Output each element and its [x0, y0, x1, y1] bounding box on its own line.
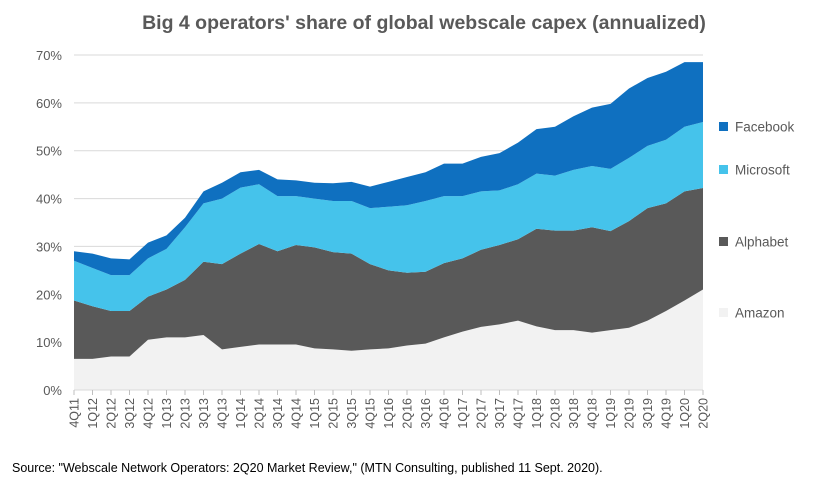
- x-tick-label: 2Q17: [475, 398, 489, 429]
- x-tick-label: 4Q18: [586, 398, 600, 429]
- x-tick-label: 2Q12: [105, 398, 119, 429]
- area-amazon: [74, 289, 703, 390]
- y-tick-label: 60%: [36, 96, 62, 111]
- source-note: Source: "Webscale Network Operators: 2Q2…: [12, 461, 603, 475]
- x-tick-label: 3Q19: [641, 398, 655, 429]
- x-tick-label: 4Q16: [438, 398, 452, 429]
- x-tick-label: 4Q19: [660, 398, 674, 429]
- x-tick-label: 2Q16: [401, 398, 415, 429]
- legend-label-amazon: Amazon: [735, 306, 785, 321]
- x-tick-label: 1Q16: [382, 398, 396, 429]
- area-facebook: [74, 62, 703, 276]
- x-tick-label: 4Q14: [290, 398, 304, 429]
- x-tick-label: 1Q20: [678, 398, 692, 429]
- x-tick-label: 2Q18: [549, 398, 563, 429]
- x-tick-label: 2Q19: [623, 398, 637, 429]
- x-tick-label: 2Q20: [697, 398, 711, 429]
- legend-swatch-microsoft: [719, 165, 728, 174]
- y-tick-label: 10%: [36, 335, 62, 350]
- x-tick-label: 4Q12: [142, 398, 156, 429]
- x-tick-label: 1Q14: [234, 398, 248, 429]
- x-tick-label: 1Q18: [530, 398, 544, 429]
- x-tick-label: 3Q17: [493, 398, 507, 429]
- area-microsoft: [74, 122, 703, 312]
- x-tick-label: 4Q17: [512, 398, 526, 429]
- legend-label-alphabet: Alphabet: [735, 235, 789, 250]
- x-tick-label: 4Q11: [68, 398, 82, 428]
- area-alphabet: [74, 188, 703, 359]
- x-tick-label: 4Q15: [364, 398, 378, 429]
- x-tick-label: 3Q13: [197, 398, 211, 429]
- x-tick-label: 4Q13: [216, 398, 230, 429]
- x-tick-label: 3Q14: [271, 398, 285, 429]
- y-tick-label: 50%: [36, 144, 62, 159]
- legend-label-microsoft: Microsoft: [735, 163, 790, 178]
- x-tick-label: 1Q19: [604, 398, 618, 429]
- x-tick-label: 2Q13: [179, 398, 193, 429]
- x-tick-label: 1Q12: [86, 398, 100, 429]
- x-tick-label: 3Q12: [123, 398, 137, 429]
- x-tick-label: 3Q16: [419, 398, 433, 429]
- x-tick-label: 1Q17: [456, 398, 470, 429]
- chart-title: Big 4 operators' share of global webscal…: [142, 12, 706, 34]
- x-tick-label: 1Q13: [160, 398, 174, 429]
- y-tick-label: 40%: [36, 192, 62, 207]
- y-tick-label: 0%: [43, 383, 62, 398]
- legend-swatch-alphabet: [719, 237, 728, 246]
- legend-swatch-facebook: [719, 122, 728, 131]
- x-tick-label: 2Q15: [327, 398, 341, 429]
- legend-label-facebook: Facebook: [735, 120, 795, 135]
- x-tick-label: 3Q15: [345, 398, 359, 429]
- y-tick-label: 30%: [36, 239, 62, 254]
- y-tick-label: 20%: [36, 287, 62, 302]
- x-tick-label: 2Q14: [253, 398, 267, 429]
- y-tick-label: 70%: [36, 48, 62, 63]
- x-tick-label: 3Q18: [567, 398, 581, 429]
- x-tick-label: 1Q15: [308, 398, 322, 429]
- legend-swatch-amazon: [719, 308, 728, 317]
